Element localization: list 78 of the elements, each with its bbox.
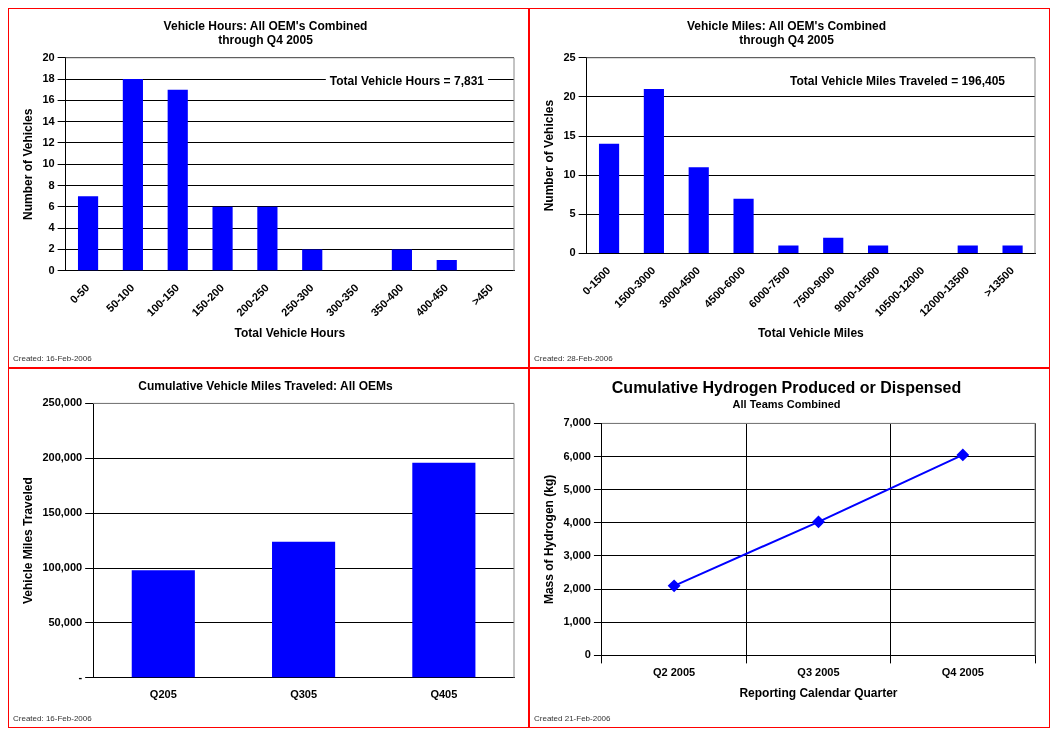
chart-title: Vehicle Hours: All OEM's Combined through Q4 2005 (163, 18, 368, 47)
y-tick-label: 250,000 (42, 396, 83, 409)
chart-subtitle: All Teams Combined (732, 397, 841, 410)
point (812, 515, 825, 528)
text: Created: 16-Feb-2006 (13, 354, 92, 363)
x-tick-label: Q3 2005 (797, 666, 840, 679)
bar (643, 89, 664, 253)
y-tick-label: 5,000 (563, 482, 591, 495)
x-tick-label: Q2 2005 (653, 666, 696, 679)
y-tick-label: 18 (42, 72, 55, 85)
annotation: Total Vehicle Hours = 7,831 (329, 74, 485, 89)
bar (77, 196, 99, 271)
bar (823, 237, 844, 253)
bar (391, 249, 412, 271)
x-tick-label: Q205 (149, 688, 177, 701)
bar (412, 462, 476, 678)
x-axis-title: Total Vehicle Hours (234, 326, 346, 341)
y-tick-label: 7,000 (563, 416, 591, 429)
bar (302, 249, 323, 271)
y-tick-label: 100,000 (42, 561, 83, 574)
y-tick-label: 6 (48, 199, 55, 212)
y-tick-label: 5 (569, 207, 576, 220)
y-tick-label: 10 (42, 157, 55, 170)
y-tick-label: - (78, 670, 83, 683)
bar (257, 206, 278, 271)
bar (598, 143, 620, 253)
bar (167, 89, 188, 271)
bar (1002, 245, 1023, 253)
y-tick-label: 50,000 (48, 615, 83, 628)
y-tick-label: 0 (48, 263, 55, 276)
chart-title: Cumulative Vehicle Miles Traveled: All OEMs (138, 378, 393, 393)
y-axis-title: Number of Vehicles (541, 99, 556, 212)
chart-title: Vehicle Miles: All OEM's Combined through Q4 2005 (686, 18, 887, 47)
y-tick-label: 16 (42, 93, 55, 106)
text: Created 21-Feb-2006 (534, 714, 611, 723)
text: Created: 28-Feb-2006 (534, 354, 613, 363)
x-axis-title: Total Vehicle Miles (757, 326, 865, 341)
point (956, 448, 969, 461)
y-tick-label: 20 (42, 50, 55, 63)
bar (212, 206, 233, 271)
annotation: Total Vehicle Miles Traveled = 196,405 (790, 74, 1006, 89)
y-axis-title: Vehicle Miles Traveled (20, 477, 35, 604)
y-tick-label: 15 (563, 129, 576, 142)
bar (867, 245, 889, 253)
x-tick-label: Q305 (290, 688, 318, 701)
bar (688, 167, 709, 253)
y-tick-label: 1,000 (563, 615, 591, 628)
bar (122, 79, 143, 271)
bar (957, 245, 978, 253)
bar (778, 245, 799, 253)
bar (131, 570, 195, 678)
y-tick-label: 20 (563, 89, 576, 102)
bar (733, 198, 754, 253)
y-tick-label: 2 (48, 242, 55, 255)
y-tick-label: 0 (584, 648, 591, 661)
x-tick-label: Q4 2005 (941, 666, 984, 679)
y-tick-label: 150,000 (42, 506, 83, 519)
y-tick-label: 0 (569, 246, 576, 259)
y-tick-label: 12 (42, 136, 55, 148)
chart-title: Cumulative Hydrogen Produced or Dispensed (611, 379, 962, 397)
y-axis-title: Number of Vehicles (20, 108, 35, 220)
y-tick-label: 6,000 (563, 449, 591, 462)
point (668, 579, 681, 592)
y-tick-label: 2,000 (563, 582, 591, 595)
x-tick-label: Q405 (430, 688, 458, 701)
bar (272, 541, 336, 678)
y-tick-label: 200,000 (42, 451, 83, 464)
bar (436, 260, 457, 271)
y-tick-label: 4 (48, 221, 56, 234)
y-tick-label: 14 (42, 114, 56, 127)
text: Created: 16-Feb-2006 (13, 714, 92, 723)
x-axis-title: Reporting Calendar Quarter (739, 686, 898, 701)
y-tick-label: 25 (563, 50, 576, 63)
y-tick-label: 3,000 (563, 549, 591, 561)
y-tick-label: 10 (563, 168, 576, 181)
y-tick-label: 8 (48, 178, 55, 191)
y-axis-title: Mass of Hydrogen (kg) (541, 474, 556, 605)
y-tick-label: 4,000 (563, 515, 591, 528)
